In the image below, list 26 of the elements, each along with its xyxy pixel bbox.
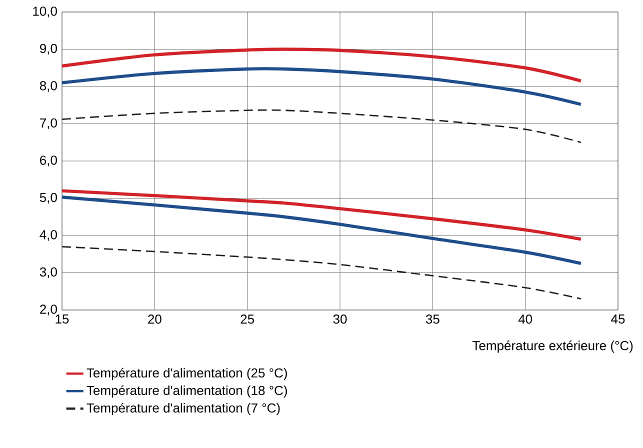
y-tick-label: 10,0 (33, 6, 57, 18)
y-tick-label: 9,0 (40, 44, 57, 55)
x-axis-title: Température extérieure (°C) (472, 340, 633, 353)
y-tick-label: 2,0 (40, 304, 57, 316)
x-tick-label: 45 (611, 314, 625, 324)
y-tick-label: 7,0 (40, 118, 57, 130)
legend-label: Température d'alimentation (25 °C) (86, 368, 287, 380)
y-tick-label: 4,0 (40, 230, 57, 241)
y-tick-label: 6,0 (40, 156, 57, 166)
y-tick-label: 5,0 (40, 192, 57, 204)
x-tick-label: 25 (240, 314, 254, 324)
x-tick-label: 35 (426, 314, 440, 324)
x-tick-label: 40 (518, 314, 532, 324)
legend-label: Température d'alimentation (18 °C) (86, 385, 287, 398)
x-tick-label: 30 (333, 314, 347, 324)
legend-label: Température d'alimentation (7 °C) (86, 402, 280, 416)
y-tick-label: 3,0 (40, 267, 57, 278)
line-series (62, 48, 583, 83)
x-tick-label: 15 (56, 314, 69, 324)
line-series (62, 246, 582, 300)
line-series (62, 189, 583, 241)
line-series (62, 196, 583, 266)
line-series (62, 67, 583, 106)
y-tick-label: 8,0 (40, 81, 57, 92)
x-tick-label: 20 (148, 314, 162, 324)
line-series (62, 109, 582, 144)
